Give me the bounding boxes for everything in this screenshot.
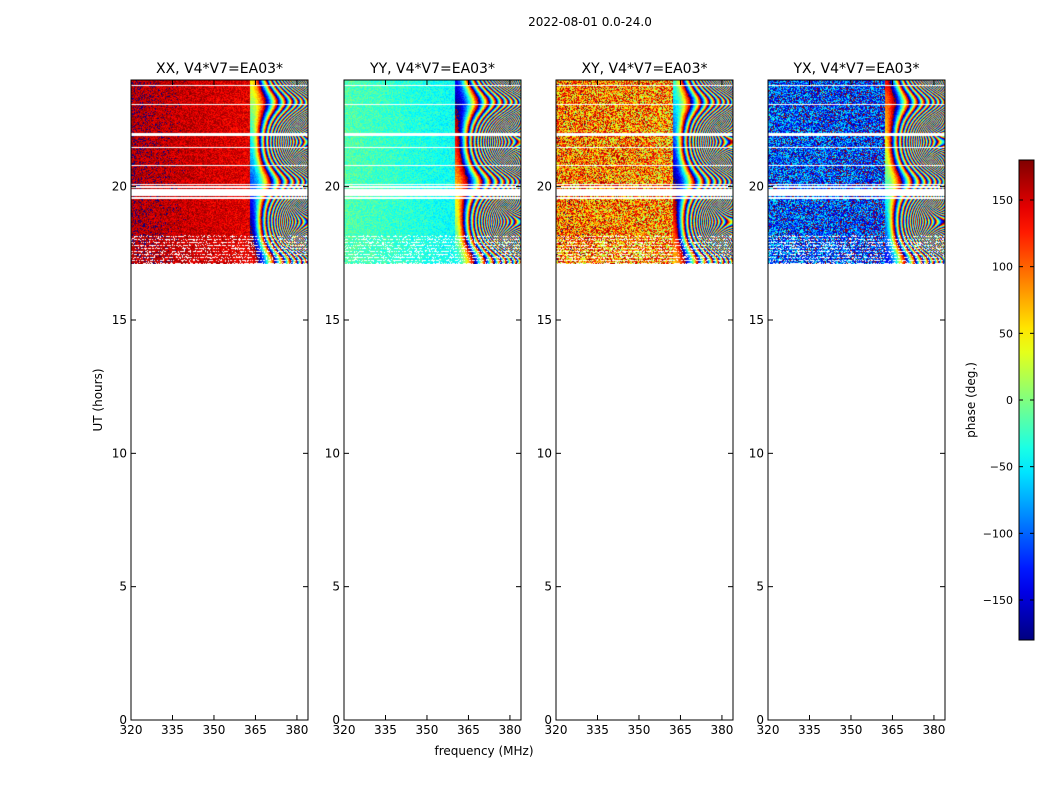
panel-title: YY, V4*V7=EA03* <box>369 61 495 77</box>
phase-heatmap <box>131 80 308 264</box>
x-tick-label: 365 <box>669 723 692 737</box>
x-tick-label: 380 <box>922 723 945 737</box>
y-tick-label: 10 <box>749 446 764 460</box>
y-tick-label: 5 <box>332 580 340 594</box>
y-tick-label: 20 <box>112 180 127 194</box>
x-tick-label: 350 <box>416 723 439 737</box>
x-tick-label: 335 <box>798 723 821 737</box>
x-tick-label: 365 <box>881 723 904 737</box>
phase-heatmap <box>768 80 945 264</box>
colorbar-tick-label: −100 <box>983 527 1013 540</box>
x-tick-label: 380 <box>285 723 308 737</box>
x-tick-label: 335 <box>161 723 184 737</box>
x-tick-label: 320 <box>120 723 143 737</box>
y-tick-label: 0 <box>119 713 127 727</box>
x-tick-label: 335 <box>586 723 609 737</box>
colorbar-label: phase (deg.) <box>964 362 978 438</box>
y-tick-label: 5 <box>119 580 127 594</box>
y-tick-label: 15 <box>537 313 552 327</box>
panel-4: YX, V4*V7=EA03* 320 335 350 365 380 0 5 10 15 20 <box>749 61 946 737</box>
y-tick-label: 15 <box>749 313 764 327</box>
y-tick-label: 10 <box>325 446 340 460</box>
panel-title: XX, V4*V7=EA03* <box>156 61 283 77</box>
x-axis-label: frequency (MHz) <box>434 744 533 758</box>
y-axis-label: UT (hours) <box>91 368 105 431</box>
y-tick-label: 15 <box>325 313 340 327</box>
y-tick-label: 5 <box>544 580 552 594</box>
colorbar: phase (deg.) 150 100 50 0 −50 −100 −150 <box>964 159 1035 641</box>
y-tick-label: 5 <box>756 580 764 594</box>
axes-frame <box>130 79 309 721</box>
y-tick-label: 15 <box>112 313 127 327</box>
panel-1: XX, V4*V7=EA03* 320 335 350 365 380 0 5 10 15 20 <box>112 61 309 737</box>
x-tick-label: 320 <box>545 723 568 737</box>
y-tick-label: 0 <box>544 713 552 727</box>
y-tick-label: 0 <box>332 713 340 727</box>
y-tick-label: 10 <box>112 446 127 460</box>
colorbar-tick-label: 150 <box>992 194 1013 207</box>
y-tick-label: 20 <box>537 180 552 194</box>
x-tick-label: 365 <box>244 723 267 737</box>
colorbar-tick-label: 0 <box>1006 394 1013 407</box>
phase-heatmap <box>556 80 733 264</box>
x-tick-label: 350 <box>840 723 863 737</box>
panel-title: XY, V4*V7=EA03* <box>582 61 708 77</box>
panel-3: XY, V4*V7=EA03* 320 335 350 365 380 0 5 10 15 20 <box>537 61 734 737</box>
y-tick-label: 20 <box>325 180 340 194</box>
figure-suptitle: 2022-08-01 0.0-24.0 <box>528 15 652 29</box>
x-tick-label: 350 <box>628 723 651 737</box>
colorbar-tick-label: 50 <box>999 327 1013 340</box>
y-tick-label: 20 <box>749 180 764 194</box>
x-tick-label: 350 <box>203 723 226 737</box>
colorbar-tick-label: 100 <box>992 261 1013 274</box>
phase-heatmap <box>344 80 521 264</box>
axes-frame <box>555 79 734 721</box>
y-tick-label: 10 <box>537 446 552 460</box>
y-tick-label: 0 <box>756 713 764 727</box>
x-tick-label: 365 <box>457 723 480 737</box>
x-tick-label: 320 <box>757 723 780 737</box>
x-tick-label: 380 <box>710 723 733 737</box>
axes-frame <box>343 79 522 721</box>
panels: XX, V4*V7=EA03*320 335 350 365 38005101520YY… <box>112 61 946 737</box>
panel-title: YX, V4*V7=EA03* <box>793 61 920 77</box>
panel-2: YY, V4*V7=EA03* 320 335 350 365 380 0 5 10 15 20 <box>325 61 522 737</box>
colorbar-tick-label: −150 <box>983 594 1013 607</box>
colorbar-tick-label: −50 <box>990 461 1013 474</box>
x-tick-label: 335 <box>374 723 397 737</box>
axes-frame <box>767 79 946 721</box>
x-tick-label: 320 <box>333 723 356 737</box>
x-tick-label: 380 <box>498 723 521 737</box>
